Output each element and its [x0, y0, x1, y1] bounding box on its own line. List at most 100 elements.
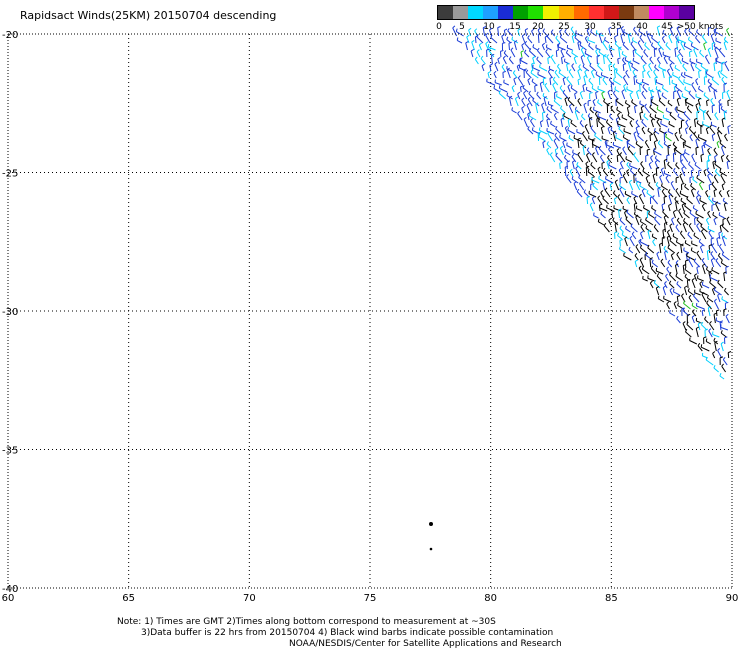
wind-barb [546, 33, 554, 44]
wind-barb [639, 257, 645, 268]
wind-barb [480, 55, 486, 65]
wind-barb [720, 70, 728, 79]
wind-barb [619, 160, 624, 170]
wind-barb [590, 29, 597, 37]
wind-barb [614, 231, 618, 240]
wind-barb [612, 217, 619, 226]
wind-barb [681, 182, 685, 191]
wind-barb [722, 356, 728, 366]
wind-barb [625, 216, 633, 226]
wind-barb [635, 180, 641, 191]
wind-barb [655, 79, 663, 86]
wind-barb [721, 223, 729, 233]
wind-barb [721, 251, 730, 261]
wind-barb [688, 222, 694, 233]
wind-barb [713, 217, 717, 226]
wind-barb [700, 223, 708, 233]
legend-swatch [648, 6, 664, 19]
wind-barb [720, 154, 725, 163]
wind-barb [508, 95, 513, 107]
wind-barb [615, 134, 623, 142]
wind-barb [624, 210, 628, 219]
lon-tick-label: 90 [726, 593, 739, 604]
wind-barb [564, 28, 569, 37]
wind-barb [650, 42, 657, 51]
wind-barb [617, 194, 624, 205]
wind-barb [704, 328, 708, 338]
wind-barb [715, 56, 719, 65]
wind-barb [665, 42, 671, 51]
wind-barb [618, 167, 623, 177]
wind-barb [696, 58, 703, 65]
wind-barb [506, 67, 511, 79]
wind-barb [676, 251, 681, 261]
wind-barb [586, 28, 591, 37]
wind-barb [718, 231, 722, 240]
wind-barb [676, 39, 680, 51]
wind-barb [604, 187, 611, 198]
wind-barb [507, 28, 513, 37]
wind-barb [631, 37, 638, 44]
wind-barb [591, 152, 598, 163]
wind-barb [701, 309, 706, 317]
wind-barb [553, 138, 559, 149]
wind-barb [683, 42, 692, 51]
wind-barb [685, 328, 692, 338]
wind-barb [634, 49, 642, 58]
wind-barb [487, 70, 491, 79]
wind-barb [574, 109, 579, 121]
wind-barb [608, 146, 613, 156]
wind-barb [676, 89, 682, 100]
wind-barb [571, 63, 576, 72]
wind-barb [714, 112, 719, 121]
wind-barb [629, 235, 635, 247]
wind-barb [710, 121, 717, 128]
wind-barb [645, 154, 649, 163]
wind-barb [657, 186, 661, 198]
wind-barb [602, 77, 608, 86]
legend-label: 15 [509, 22, 521, 32]
wind-barb [622, 146, 627, 156]
wind-barb [620, 26, 626, 37]
wind-barb [684, 28, 689, 37]
wind-barb [478, 42, 483, 51]
wind-barb [604, 139, 608, 149]
wind-barb [602, 181, 606, 191]
wind-barb [605, 175, 614, 184]
wind-barb [590, 69, 595, 79]
wind-barb [637, 167, 644, 177]
wind-barb [713, 188, 717, 198]
wind-barb [619, 176, 624, 184]
wind-barb [717, 130, 721, 142]
wind-barb [678, 208, 683, 219]
wind-barb [514, 96, 519, 107]
wind-barb [584, 50, 593, 58]
wind-barb [609, 47, 614, 58]
wind-barb [723, 110, 728, 121]
wind-barb [552, 82, 557, 93]
wind-barb [678, 127, 683, 135]
legend-label: 20 [532, 22, 544, 32]
wind-barb [506, 36, 512, 44]
wind-barb [612, 142, 622, 149]
legend-label: 25 [558, 22, 570, 32]
wind-barb [719, 224, 724, 233]
wind-barb [559, 34, 568, 44]
wind-barb [708, 328, 713, 338]
wind-barb [673, 167, 679, 177]
wind-barb [680, 159, 687, 170]
wind-barb [669, 223, 673, 233]
wind-barb [521, 97, 526, 107]
lat-tick-label: -40 [2, 584, 18, 595]
wind-barb [711, 267, 720, 275]
wind-barb [577, 98, 582, 107]
wind-barb [688, 294, 693, 303]
wind-barb [614, 222, 619, 233]
wind-barb [655, 285, 660, 296]
wind-barb [545, 44, 552, 51]
wind-barb [617, 27, 621, 37]
wind-barb [724, 133, 728, 142]
wind-barb [679, 134, 686, 142]
wind-barb [656, 25, 661, 37]
wind-barb [574, 91, 578, 100]
